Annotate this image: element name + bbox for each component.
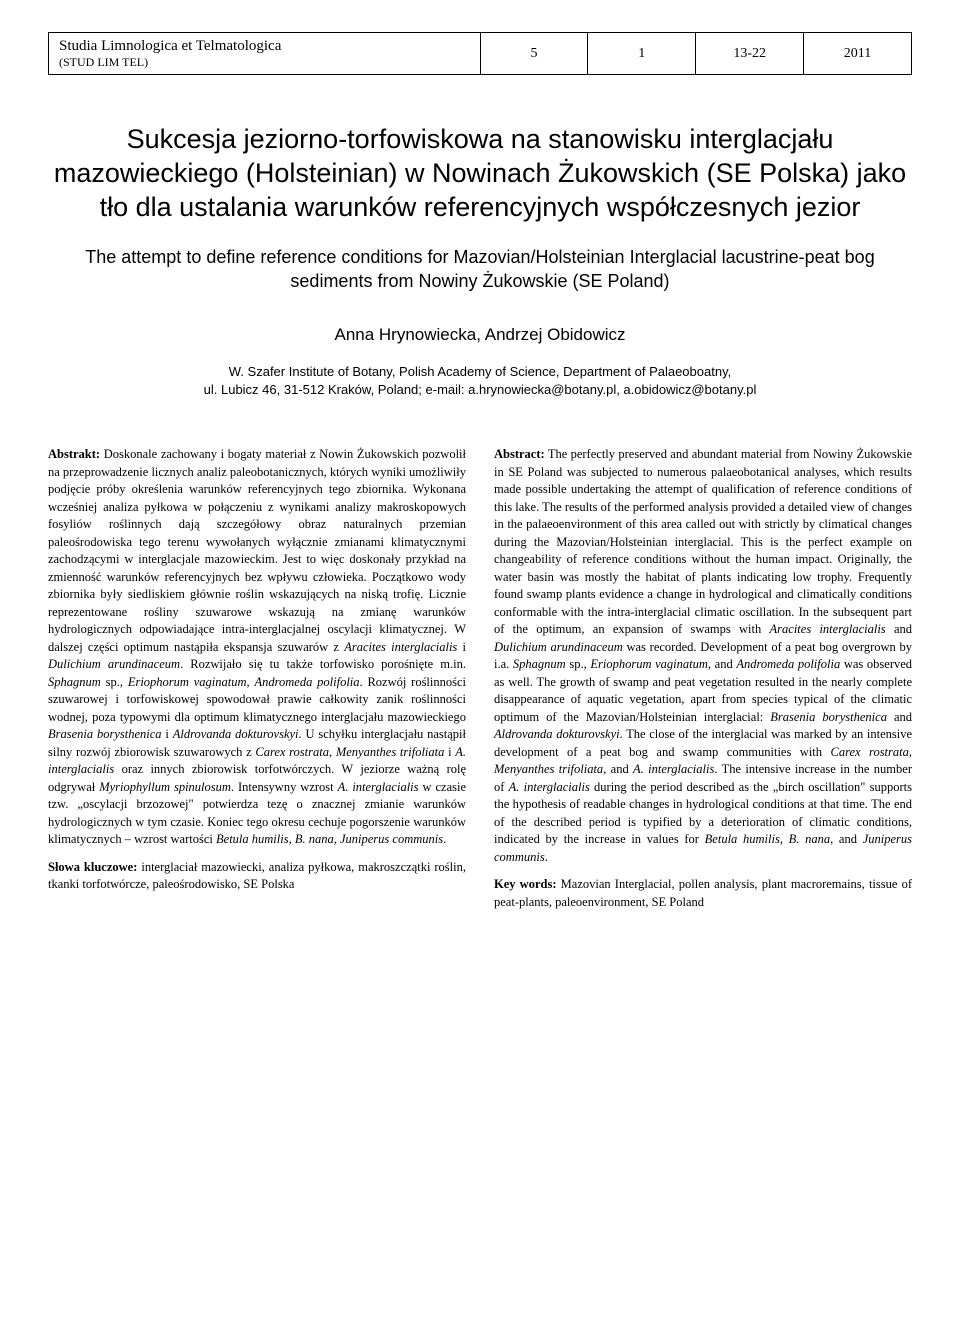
- species: Betula humilis: [216, 832, 289, 846]
- species: Myriophyllum spinulosum: [99, 780, 231, 794]
- species: A. interglacialis: [509, 780, 590, 794]
- species: Betula humilis: [705, 832, 780, 846]
- species: Sphagnum: [513, 657, 566, 671]
- species: Eriophorum vaginatum: [128, 675, 247, 689]
- species: Andromeda polifolia: [254, 675, 359, 689]
- species: Aldrovanda dokturovskyi: [494, 727, 620, 741]
- species: Eriophorum vaginatum: [590, 657, 708, 671]
- species: B. nana: [789, 832, 830, 846]
- species: Brasenia borysthenica: [48, 727, 162, 741]
- journal-name: Studia Limnologica et Telmatologica: [59, 37, 470, 55]
- volume-cell: 5: [480, 33, 588, 75]
- abstract-pl-text: Doskonale zachowany i bogaty materiał z …: [48, 447, 466, 654]
- species: B. nana: [295, 832, 334, 846]
- species: Menyanthes trifoliata: [336, 745, 445, 759]
- species: Brasenia borysthenica: [770, 710, 887, 724]
- species: Carex rostrata: [255, 745, 329, 759]
- journal-header-table: Studia Limnologica et Telmatologica (STU…: [48, 32, 912, 75]
- species: A. interglacialis: [633, 762, 714, 776]
- authors: Anna Hrynowiecka, Andrzej Obidowicz: [48, 325, 912, 345]
- species: Carex rostrata: [831, 745, 909, 759]
- keywords-en: Mazovian Interglacial, pollen analysis, …: [494, 877, 912, 909]
- year-cell: 2011: [804, 33, 912, 75]
- species: Dulichium arundinaceum: [48, 657, 180, 671]
- species: Dulichium arundinaceum: [494, 640, 623, 654]
- keywords-en-label: Key words:: [494, 877, 556, 891]
- species: Juniperus communis: [340, 832, 443, 846]
- article-title-english: The attempt to define reference conditio…: [48, 246, 912, 293]
- abstract-polish: Abstrakt: Doskonale zachowany i bogaty m…: [48, 446, 466, 921]
- abstract-en-label: Abstract:: [494, 447, 545, 461]
- affiliation-line1: W. Szafer Institute of Botany, Polish Ac…: [229, 364, 731, 379]
- article-title-polish: Sukcesja jeziorno-torfowiskowa na stanow…: [48, 123, 912, 224]
- abstract-pl-label: Abstrakt:: [48, 447, 100, 461]
- journal-cell: Studia Limnologica et Telmatologica (STU…: [49, 33, 481, 75]
- species: A. interglacialis: [338, 780, 419, 794]
- abstract-english: Abstract: The perfectly preserved and ab…: [494, 446, 912, 921]
- species: Aracites interglacialis: [344, 640, 457, 654]
- abstracts-row: Abstrakt: Doskonale zachowany i bogaty m…: [48, 446, 912, 921]
- affiliation-line2: ul. Lubicz 46, 31-512 Kraków, Poland; e-…: [204, 382, 757, 397]
- species: Menyanthes trifoliata: [494, 762, 603, 776]
- abstract-en-text: The perfectly preserved and abundant mat…: [494, 447, 912, 636]
- species: Sphagnum: [48, 675, 101, 689]
- pages-cell: 13-22: [696, 33, 804, 75]
- species: Aldrovanda dokturovskyi: [173, 727, 299, 741]
- species: Andromeda polifolia: [736, 657, 840, 671]
- journal-abbr: (STUD LIM TEL): [59, 55, 470, 70]
- affiliation: W. Szafer Institute of Botany, Polish Ac…: [48, 363, 912, 398]
- species: Aracites interglacialis: [770, 622, 886, 636]
- issue-cell: 1: [588, 33, 696, 75]
- keywords-pl-label: Słowa kluczowe:: [48, 860, 137, 874]
